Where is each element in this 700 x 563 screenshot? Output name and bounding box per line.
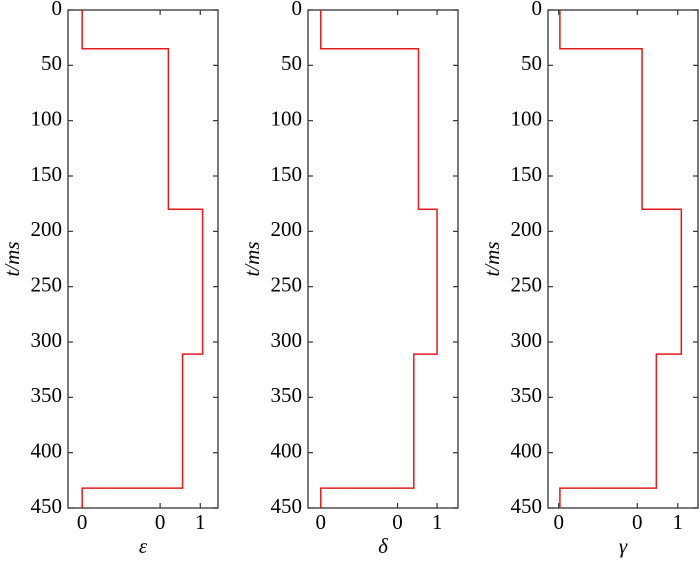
y-tick-label: 450 (271, 494, 303, 518)
y-tick-label: 450 (511, 494, 543, 518)
axes-box (307, 9, 459, 509)
y-tick-label: 300 (271, 328, 303, 352)
y-tick-label: 400 (511, 438, 543, 462)
y-tick-label: 200 (511, 217, 543, 241)
y-tick-label: 400 (31, 438, 63, 462)
y-tick-label: 100 (511, 106, 543, 130)
x-axis-label: γ (619, 534, 628, 558)
y-tick-label: 150 (271, 162, 303, 186)
y-tick-label: 250 (271, 272, 303, 296)
y-tick-label: 0 (532, 0, 543, 20)
y-tick-label: 150 (31, 162, 63, 186)
step-line (81, 10, 204, 508)
x-tick-label: 0 (392, 510, 403, 534)
y-tick-label: 300 (511, 328, 543, 352)
y-tick-label: 50 (41, 51, 62, 75)
y-tick-label: 350 (31, 383, 63, 407)
y-tick-label: 100 (31, 106, 63, 130)
x-tick-label: 0 (155, 510, 166, 534)
y-tick-label: 0 (292, 0, 303, 20)
x-axis-label: ε (139, 534, 148, 558)
x-tick-label: 0 (77, 510, 88, 534)
y-axis-label: t/ms (0, 241, 24, 276)
x-tick-label: 1 (195, 510, 206, 534)
y-tick-label: 0 (52, 0, 63, 20)
axes-box (547, 9, 699, 509)
y-tick-label: 400 (271, 438, 303, 462)
x-axis-label: δ (378, 534, 389, 558)
x-tick-label: 1 (432, 510, 443, 534)
step-line (320, 10, 438, 508)
y-tick-label: 50 (281, 51, 302, 75)
y-tick-label: 250 (511, 272, 543, 296)
y-tick-label: 250 (31, 272, 63, 296)
x-tick-label: 0 (553, 510, 564, 534)
y-tick-label: 150 (511, 162, 543, 186)
x-tick-label: 0 (316, 510, 327, 534)
axes-box (67, 9, 219, 509)
x-tick-label: 0 (632, 510, 643, 534)
y-tick-label: 300 (31, 328, 63, 352)
y-tick-label: 350 (271, 383, 303, 407)
y-tick-label: 350 (511, 383, 543, 407)
y-tick-label: 450 (31, 494, 63, 518)
x-tick-label: 1 (673, 510, 684, 534)
y-tick-label: 50 (521, 51, 542, 75)
step-line (559, 10, 683, 508)
y-tick-label: 200 (271, 217, 303, 241)
y-axis-label: t/ms (240, 241, 264, 276)
y-axis-label: t/ms (480, 241, 504, 276)
y-tick-label: 100 (271, 106, 303, 130)
y-tick-label: 200 (31, 217, 63, 241)
